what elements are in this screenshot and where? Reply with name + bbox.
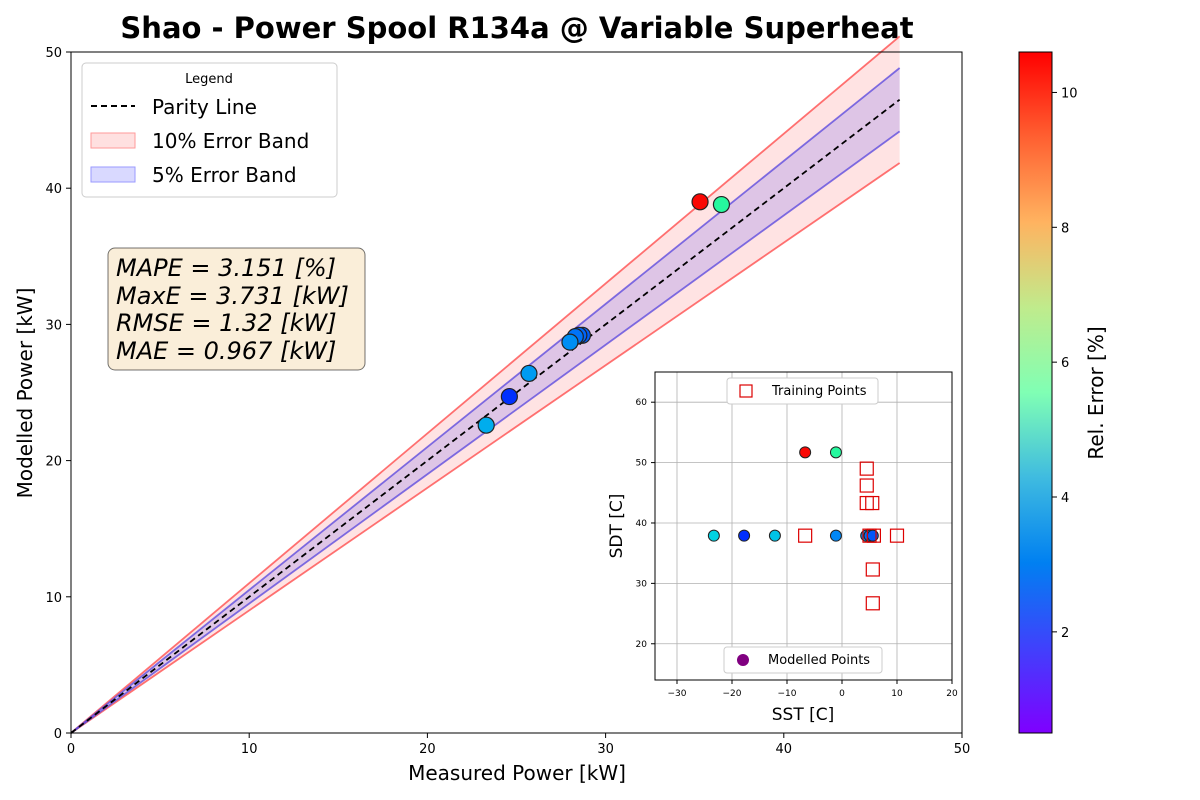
inset-y-tick-label: 60 [636, 398, 648, 408]
colorbar: 2 4 6 8 10 Rel. Error [%] [1018, 51, 1108, 734]
inset-modelled-point [799, 446, 812, 459]
inset-y-ticks: 20 30 40 50 60 [636, 398, 655, 650]
data-point [500, 387, 518, 406]
inset-y-tick-label: 40 [636, 519, 648, 529]
inset-legend-modelled-marker [737, 654, 749, 666]
colorbar-tick-label: 10 [1061, 86, 1078, 101]
data-point [691, 193, 709, 211]
y-tick-label: 10 [45, 591, 62, 606]
inset-legend-training-box [726, 377, 879, 405]
inset-modelled-point [768, 529, 781, 542]
inset-modelled-point [866, 529, 879, 542]
metrics-box: MAPE = 3.151 [%] MaxE = 3.731 [kW] RMSE … [107, 247, 366, 371]
inset-x-tick-label: −20 [723, 689, 742, 699]
data-point [561, 333, 579, 351]
inset-points [707, 446, 905, 611]
error-band-5pct-upper [70, 67, 901, 734]
inset-legend-modelled-label: Modelled Points [768, 653, 870, 668]
x-tick-label: 0 [67, 742, 75, 757]
inset-plot: −30 −20 −10 0 10 20 20 30 40 50 60 SST [C] SDT [C… [607, 371, 958, 725]
colorbar-ticks: 2 4 6 8 10 [1052, 86, 1078, 641]
inset-x-tick-label: 20 [946, 689, 958, 699]
legend-box [81, 62, 338, 198]
colorbar-gradient [1018, 51, 1053, 734]
inset-grid [655, 372, 953, 680]
inset-modelled-point [707, 529, 720, 542]
inset-y-tick-label: 50 [636, 459, 648, 469]
inset-legend-training: Training Points [726, 377, 879, 405]
metric-mape: MAPE = 3.151 [%] [116, 254, 336, 282]
colorbar-tick-label: 4 [1061, 491, 1069, 506]
parity-line [70, 98, 901, 734]
inset-legend-modelled: Modelled Points [723, 646, 883, 674]
x-tick-label: 30 [597, 742, 614, 757]
y-axis-ticks: 0 10 20 30 40 50 [45, 46, 71, 742]
inset-training-point [798, 528, 813, 543]
chart-title: Shao - Power Spool R134a @ Variable Supe… [120, 11, 913, 45]
y-tick-label: 40 [45, 182, 62, 197]
metric-rmse: RMSE = 1.32 [kW] [116, 309, 337, 337]
legend-10pct-label: 10% Error Band [152, 129, 309, 153]
inset-y-axis-label: SDT [C] [607, 494, 627, 559]
inset-frame [654, 371, 953, 681]
inset-modelled-point [829, 529, 842, 542]
legend-5pct-swatch [90, 166, 136, 183]
data-point [477, 416, 495, 434]
colorbar-tick-label: 6 [1061, 356, 1069, 371]
data-point [712, 195, 731, 214]
inset-x-tick-label: −30 [668, 689, 687, 699]
inset-modelled-point [829, 446, 842, 459]
inset-training-point [865, 495, 880, 511]
inset-x-tick-label: 10 [891, 689, 903, 699]
inset-legend-modelled-box [723, 646, 883, 674]
inset-training-point [866, 528, 882, 543]
inset-legend-training-marker [739, 384, 753, 398]
legend: Legend Parity Line 10% Error Band 5% Err… [81, 62, 338, 198]
x-axis-ticks: 0 10 20 30 40 50 [67, 733, 970, 757]
inset-training-point [865, 562, 880, 577]
inset-training-point [865, 596, 880, 611]
error-band-10pct-lower [70, 162, 901, 734]
inset-training-point [859, 461, 874, 476]
inset-y-tick-label: 20 [636, 640, 648, 650]
legend-10pct-swatch [90, 132, 136, 149]
parity-line-group [70, 98, 901, 734]
colorbar-label: Rel. Error [%] [1084, 326, 1108, 459]
legend-title: Legend [185, 72, 233, 87]
x-tick-label: 10 [241, 742, 258, 757]
legend-parity-label: Parity Line [152, 95, 257, 119]
inset-training-point [859, 478, 874, 493]
x-tick-label: 40 [776, 742, 793, 757]
metrics-box-background [107, 247, 366, 371]
x-tick-label: 50 [954, 742, 971, 757]
y-tick-label: 0 [54, 727, 62, 742]
plot-frame [70, 51, 963, 734]
metric-mae: MAE = 0.967 [kW] [116, 337, 336, 365]
y-tick-label: 50 [45, 46, 62, 61]
inset-modelled-point [738, 529, 751, 542]
x-tick-label: 20 [419, 742, 436, 757]
y-tick-label: 20 [45, 455, 62, 470]
data-point [520, 364, 538, 383]
inset-legend-training-label: Training Points [771, 384, 867, 399]
inset-y-tick-label: 30 [636, 579, 648, 589]
inset-training-point [889, 528, 905, 543]
x-axis-label: Measured Power [kW] [408, 761, 626, 785]
inset-background [655, 372, 952, 680]
data-points [477, 193, 731, 434]
inset-x-ticks: −30 −20 −10 0 10 20 [668, 680, 958, 699]
colorbar-tick-label: 8 [1061, 221, 1069, 236]
metric-maxe: MaxE = 3.731 [kW] [116, 282, 349, 310]
error-band-10pct-upper [70, 35, 901, 734]
colorbar-tick-label: 2 [1061, 626, 1069, 641]
inset-x-tick-label: 0 [839, 689, 845, 699]
inset-x-axis-label: SST [C] [772, 705, 835, 725]
y-tick-label: 30 [45, 318, 62, 333]
y-axis-label: Modelled Power [kW] [13, 288, 37, 499]
legend-5pct-label: 5% Error Band [152, 163, 297, 187]
inset-x-tick-label: −10 [778, 689, 797, 699]
